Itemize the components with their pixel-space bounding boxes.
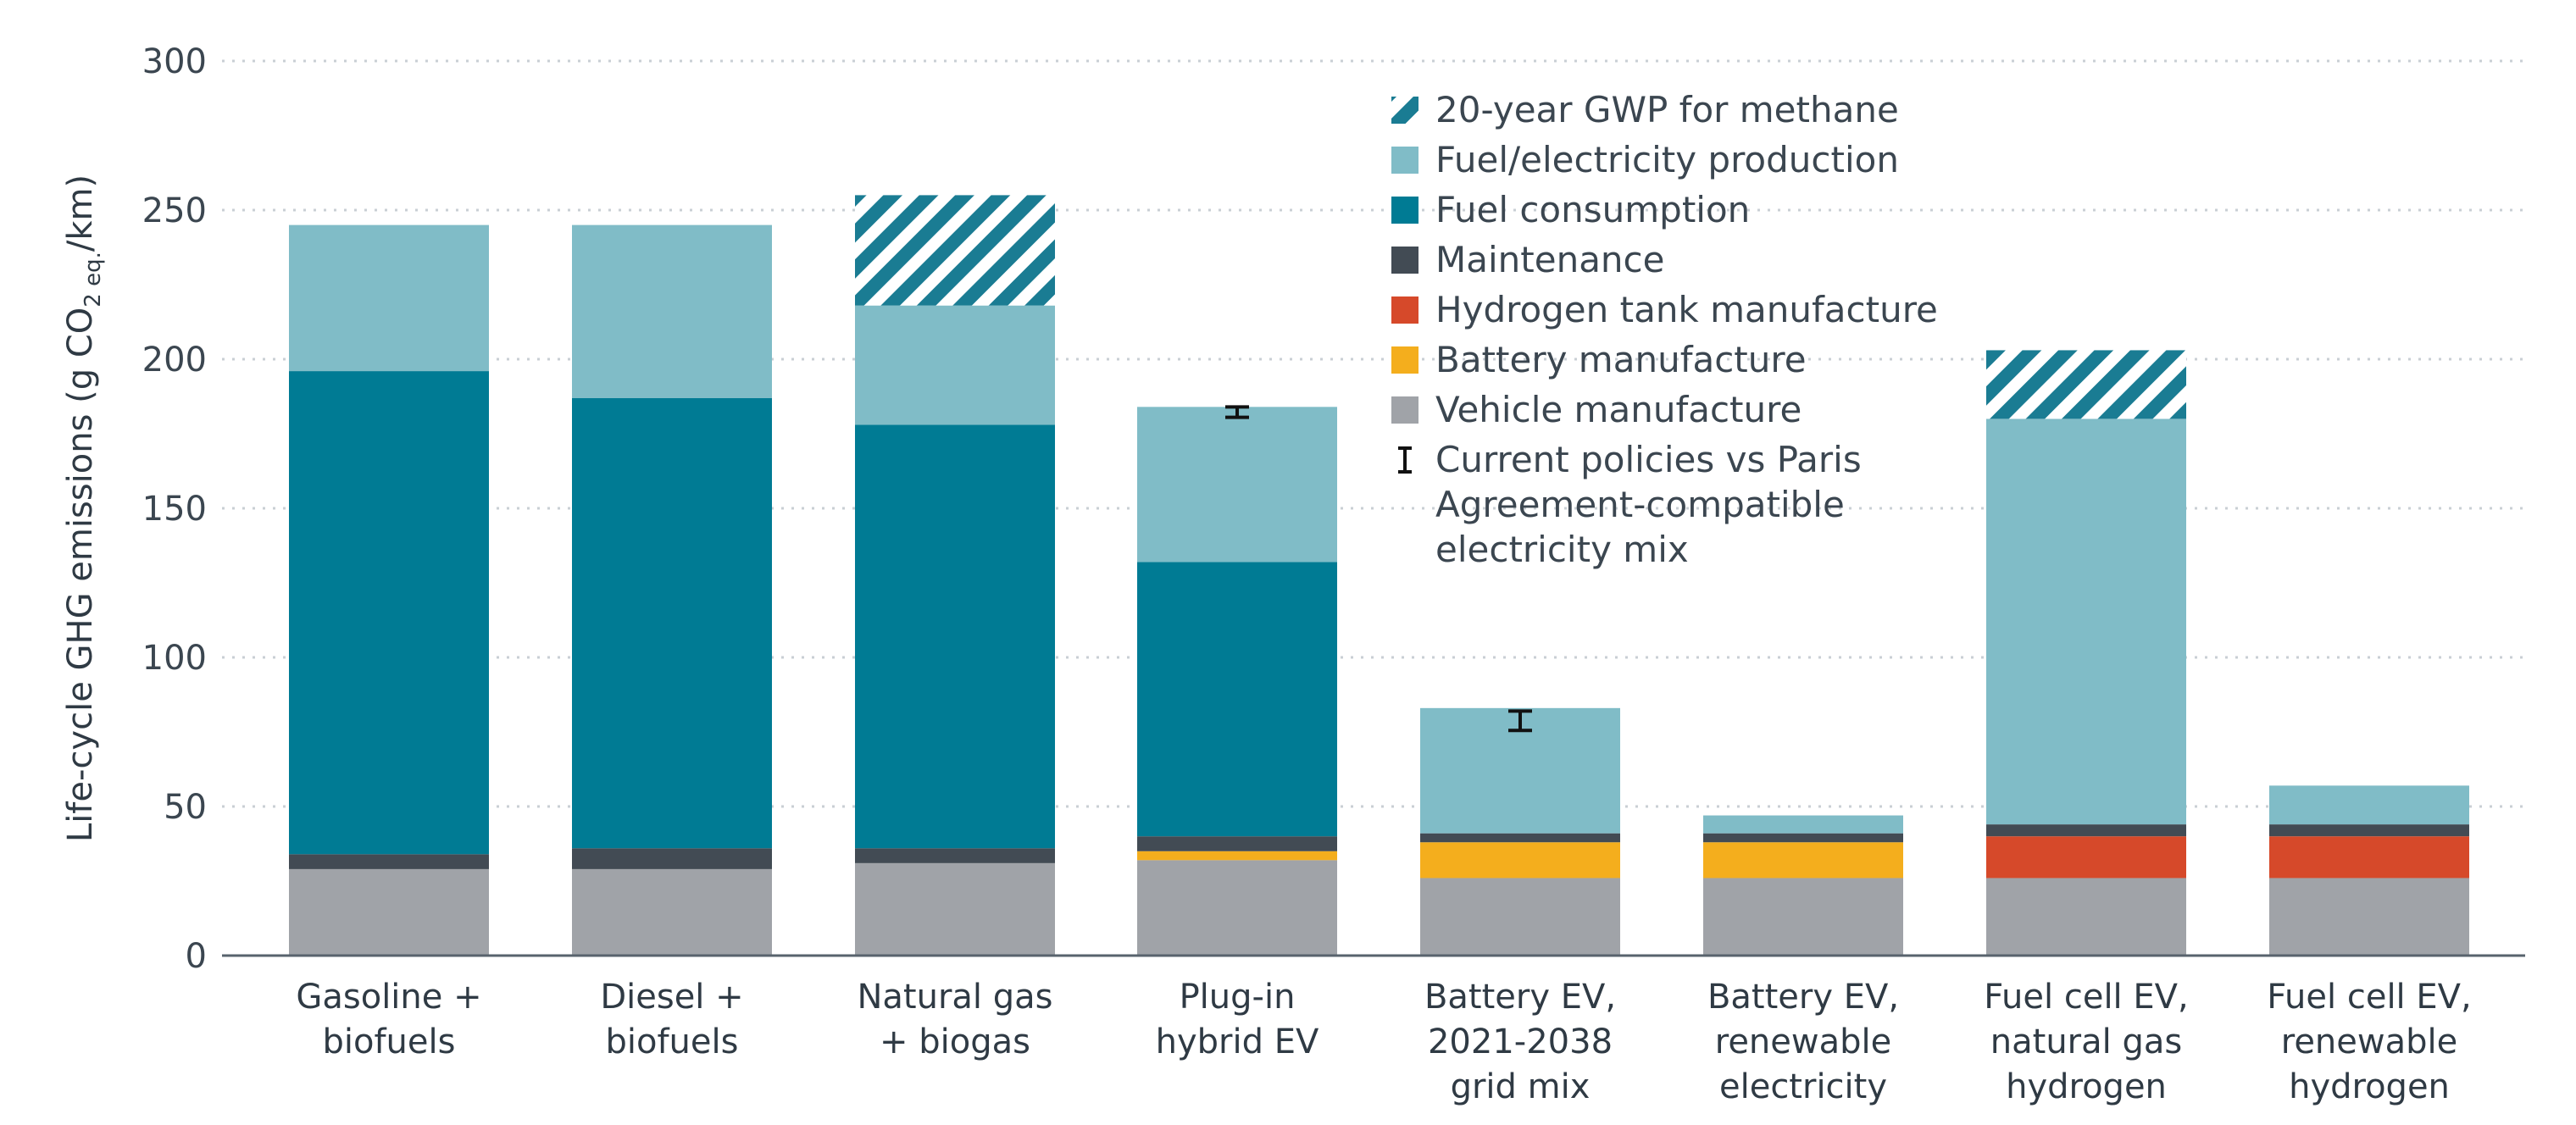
bar-segment-vehicle-manufacture [2269, 878, 2469, 956]
legend-label: Battery manufacture [1435, 339, 1807, 380]
bar-segment-vehicle-manufacture [289, 868, 489, 956]
bar-segment-battery-manufacture [1420, 842, 1620, 878]
x-category-label: Fuel cell EV, renewable hydrogen [2267, 978, 2472, 1106]
legend-item: Current policies vs Paris Agreement-compa… [1398, 439, 1862, 570]
bar-segment-vehicle-manufacture [1420, 878, 1620, 956]
error-bar [1508, 709, 1532, 733]
bar-segment-maintenance [572, 848, 772, 869]
x-category-label: Battery EV, 2021-2038 grid mix [1424, 978, 1616, 1106]
y-axis-label-tail: /km) [61, 175, 100, 252]
bar-segment-fuel-consumption [289, 371, 489, 855]
bar-segment-20-year-gwp-for-methane [855, 195, 1055, 306]
legend-swatch [1391, 147, 1418, 174]
legend-item: Maintenance [1391, 239, 1664, 280]
y-tick-label: 0 [186, 937, 207, 976]
x-category-label: Battery EV, renewable electricity [1707, 978, 1899, 1106]
error-bar [1225, 405, 1249, 419]
x-category-label: Gasoline + biofuels [296, 978, 481, 1061]
bar-segment-fuel-electricity-production [2269, 785, 2469, 825]
bar-segment-fuel-electricity-production [1137, 407, 1337, 562]
bar-segment-fuel-electricity-production [289, 224, 489, 372]
bar-segment-maintenance [1420, 833, 1620, 843]
y-axis-label-subscript: 2 eq. [80, 252, 106, 308]
bar-segment-fuel-electricity-production [1986, 418, 2186, 825]
bar-segment-fuel-electricity-production [855, 305, 1055, 425]
bar-segment-vehicle-manufacture [855, 862, 1055, 956]
bar-segment-hydrogen-tank-manufacture [2269, 836, 2469, 878]
legend-item: Fuel consumption [1391, 189, 1750, 230]
legend-label: 20-year GWP for methane [1435, 89, 1899, 130]
legend-item: Hydrogen tank manufacture [1391, 289, 1938, 330]
legend-errorbar-icon [1398, 446, 1412, 474]
x-category-label: Diesel + biofuels [600, 978, 743, 1061]
y-axis-label: Life-cycle GHG emissions (g CO2 eq./km) [61, 175, 106, 842]
x-category-label: Fuel cell EV, natural gas hydrogen [1984, 978, 2189, 1106]
legend-label: Current policies vs Paris Agreement-compa… [1435, 439, 1862, 570]
legend-swatch [1391, 296, 1418, 324]
y-tick-label: 50 [164, 788, 207, 827]
bar-segment-maintenance [855, 848, 1055, 863]
bar-segment-fuel-consumption [855, 424, 1055, 849]
legend-label: Hydrogen tank manufacture [1435, 289, 1938, 330]
legend-label: Fuel consumption [1435, 189, 1750, 230]
bar-segment-fuel-consumption [572, 397, 772, 849]
category-labels: Gasoline + biofuels Diesel + biofuels Natura… [296, 978, 2471, 1106]
bar-segment-maintenance [1137, 836, 1337, 851]
bar-segment-fuel-electricity-production [1703, 815, 1903, 834]
x-category-label: Plug-in hybrid EV [1156, 978, 1319, 1061]
bar-segment-maintenance [289, 854, 489, 869]
bar-segment-vehicle-manufacture [1137, 860, 1337, 956]
bar-segment-maintenance [2269, 824, 2469, 837]
bar-segment-20-year-gwp-for-methane [1986, 350, 2186, 419]
bars [289, 195, 2469, 956]
bar-segment-maintenance [1986, 824, 2186, 837]
legend-swatch [1391, 197, 1418, 224]
bar-segment-maintenance [1703, 833, 1903, 843]
legend-label: Maintenance [1435, 239, 1664, 280]
y-tick-label: 250 [142, 191, 207, 230]
bar-segment-vehicle-manufacture [1703, 878, 1903, 956]
legend-item: Vehicle manufacture [1391, 389, 1802, 430]
bar-segment-vehicle-manufacture [1986, 878, 2186, 956]
legend-label: Fuel/electricity production [1435, 139, 1899, 180]
bar-segment-battery-manufacture [1703, 842, 1903, 878]
bar-segment-fuel-consumption [1137, 562, 1337, 837]
error-bars [1225, 405, 1532, 733]
y-axis-label-main: Life-cycle GHG emissions (g CO [61, 308, 100, 842]
y-tick-label: 150 [142, 490, 207, 529]
gridlines [222, 59, 2525, 808]
legend-swatch [1391, 346, 1418, 374]
legend-item: Battery manufacture [1391, 339, 1807, 380]
legend-swatch [1391, 97, 1418, 124]
y-tick-label: 200 [142, 341, 207, 380]
legend-swatch [1391, 247, 1418, 274]
x-category-label: Natural gas + biogas [858, 978, 1053, 1061]
bar-segment-vehicle-manufacture [572, 868, 772, 956]
y-axis-ticks: 0 50 100 150 200 250 300 [142, 42, 207, 976]
y-tick-label: 300 [142, 42, 207, 81]
legend-swatch [1391, 396, 1418, 424]
bar-segment-fuel-electricity-production [572, 224, 772, 398]
bar-segment-hydrogen-tank-manufacture [1986, 836, 2186, 878]
legend: 20-year GWP for methane Fuel/electricity … [1391, 89, 1938, 570]
bar-segment-battery-manufacture [1137, 851, 1337, 861]
legend-label: Vehicle manufacture [1435, 389, 1802, 430]
legend-item: 20-year GWP for methane [1391, 89, 1899, 130]
y-tick-label: 100 [142, 639, 207, 678]
legend-item: Fuel/electricity production [1391, 139, 1899, 180]
